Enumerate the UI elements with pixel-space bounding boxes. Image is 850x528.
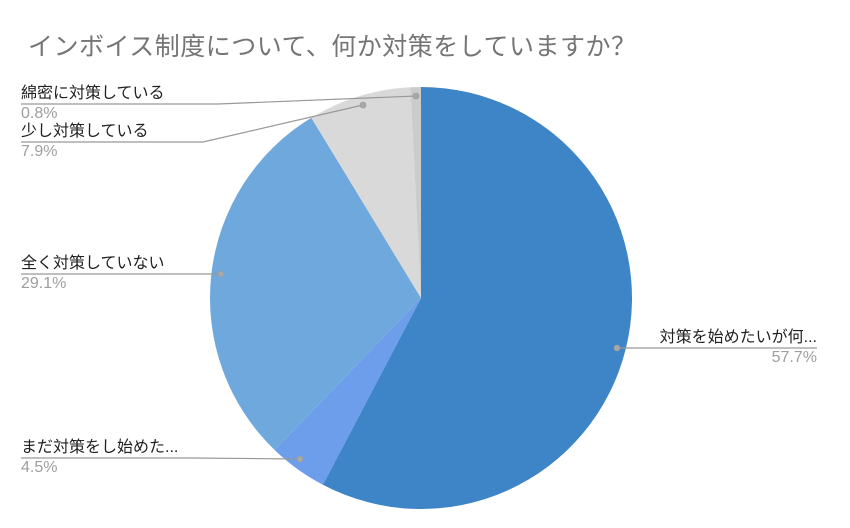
pie-label-text: まだ対策をし始めた... <box>21 439 179 456</box>
chart-title: インボイス制度について、何か対策をしていますか？ <box>28 33 637 61</box>
leader-line-slice4 <box>21 95 417 105</box>
leader-dot-slice3 <box>359 101 367 109</box>
leader-dot-slice1 <box>296 455 304 463</box>
pie-label-slice3: 少し対策している 7.9% <box>21 122 149 162</box>
leader-dot-slice0 <box>613 344 621 352</box>
leader-dot-slice4 <box>412 92 420 100</box>
pie-label-slice4: 綿密に対策している 0.8% <box>21 84 165 124</box>
pie-label-slice0: 対策を始めたいが何... 57.7% <box>660 328 817 368</box>
pie-label-slice1: まだ対策をし始めた... 4.5% <box>21 438 178 478</box>
pie-label-percent: 57.7% <box>771 349 817 366</box>
pie-slice-1[interactable] <box>274 298 421 485</box>
pie-label-text: 全く対策していない <box>21 255 165 272</box>
leader-dot-slice2 <box>217 270 225 278</box>
pie-label-percent: 29.1% <box>21 275 67 292</box>
pie-slice-0[interactable] <box>322 87 633 509</box>
pie-label-text: 対策を始めたいが何... <box>659 329 817 346</box>
pie-slice-3[interactable] <box>311 87 421 299</box>
pie-label-text: 綿密に対策している <box>21 85 165 102</box>
leader-line-slice3 <box>21 104 364 143</box>
pie-label-percent: 0.8% <box>21 105 58 122</box>
pie-label-percent: 4.5% <box>21 459 58 476</box>
pie-slice-2[interactable] <box>209 117 421 450</box>
pie-label-slice2: 全く対策していない 29.1% <box>21 254 165 294</box>
pie-label-text: 少し対策している <box>21 123 149 140</box>
pie-slice-4[interactable] <box>410 87 421 298</box>
leader-line-slice1 <box>21 457 301 460</box>
pie-label-percent: 7.9% <box>21 143 58 160</box>
